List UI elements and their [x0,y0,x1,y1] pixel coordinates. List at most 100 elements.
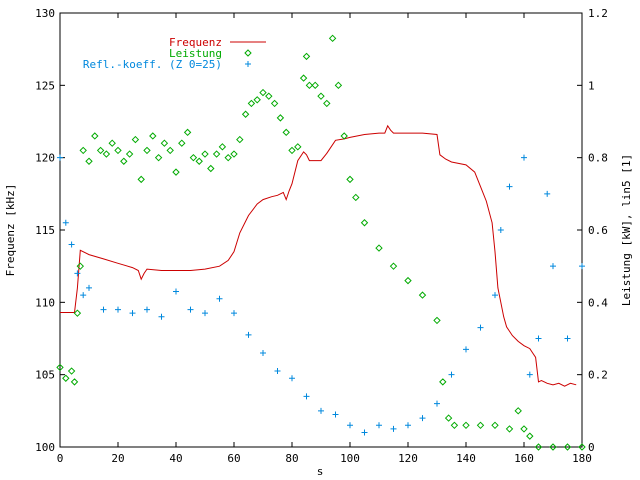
leistung-point [183,128,192,137]
leistung-point [178,139,186,147]
leistung-point [85,157,93,165]
leistung-point [549,443,557,451]
right-axis-ticks: 0 0.2 0.4 0.6 0.8 1 1.2 [577,7,608,454]
legend-label-leistung: Leistung [169,47,222,60]
leistung-point [189,153,198,162]
leistung-point [404,276,412,285]
right-tick-label: 0.2 [588,369,608,382]
reflkoeff-point [579,263,585,270]
right-tick-label: 0.6 [588,224,608,237]
legend-label-frequenz: Frequenz [169,36,222,49]
leistung-point [241,110,250,118]
reflkoeff-point [202,310,208,317]
reflkoeff-point [544,190,551,197]
reflkoeff-point [115,306,121,313]
right-tick-label: 0.8 [588,152,608,165]
leistung-point [526,432,534,440]
legend-diamond-marker [244,49,252,57]
reflkoeff-point [74,270,81,277]
leistung-point [70,378,79,386]
reflkoeff-point [80,292,87,299]
reflkoeff-point [550,263,556,270]
leistung-point [96,146,105,155]
leistung-point [224,153,232,162]
left-axis-ticks: 100 105 110 115 120 125 130 [35,7,65,454]
reflkoeff-point [158,313,165,320]
reflkoeff-point [492,292,498,299]
leistung-point [76,262,85,270]
left-tick-label: 105 [35,369,55,382]
leistung-point [218,143,227,151]
leistung-point [265,92,273,100]
leistung-point [253,96,261,104]
legend-plus-marker [245,61,251,67]
leistung-point [444,414,453,422]
reflkoeff-point [57,154,63,161]
reflkoeff-point [347,422,353,429]
reflkoeff-point [419,415,426,422]
legend-swatch-reflkoeff [245,61,251,67]
leistung-point [311,81,319,90]
leistung-point [247,99,256,108]
reflkoeff-point [564,335,571,342]
reflkoeff-point [144,306,150,313]
reflkoeff-point [289,375,295,382]
left-tick-label: 120 [35,152,55,165]
leistung-point [120,157,128,165]
reflkoeff-point [535,335,542,342]
leistung-point [172,168,180,176]
leistung-point [73,309,82,317]
legend: Frequenz Leistung Refl.-koeff. (Z 0=25) [83,36,266,71]
reflkoeff-point [173,288,179,295]
leistung-point [302,52,311,61]
leistung-point [476,421,485,430]
leistung-point [514,407,522,415]
right-tick-label: 0 [588,441,595,454]
reflkoeff-point [332,411,339,418]
series-area [56,34,586,451]
leistung-point [491,421,499,430]
leistung-point [201,150,209,158]
legend-label-reflkoeff: Refl.-koeff. (Z 0=25) [83,58,222,71]
right-tick-label: 1 [588,79,595,92]
leistung-point [154,153,163,162]
leistung-point [56,363,64,372]
leistung-point [288,146,296,155]
reflkoeff-point [434,400,440,407]
leistung-point [439,378,447,386]
left-axis-label: Frequenz [kHz] [4,184,17,277]
leistung-point [294,143,302,151]
reflkoeff-point [361,429,368,436]
right-tick-label: 1.2 [588,7,608,20]
reflkoeff-point [405,422,411,429]
right-tick-label: 0.4 [588,296,608,309]
leistung-point [259,88,267,97]
leistung-point [534,443,543,451]
reflkoeff-point [463,346,469,353]
leistung-point [149,132,157,140]
x-tick-label: 20 [111,452,124,465]
leistung-point [91,132,99,140]
leistung-point [79,146,87,155]
leistung-point [450,421,459,430]
leistung-point [328,34,337,43]
leistung-point [323,99,331,108]
reflkoeff-point [245,331,252,338]
leistung-point [270,99,279,108]
reflkoeff-point [100,306,107,313]
left-tick-label: 100 [35,441,55,454]
reflkoeff-point [506,183,513,190]
leistung-point [505,425,514,433]
leistung-point [195,157,203,165]
reflkoeff-point [477,324,484,331]
series-0 [60,124,577,387]
x-tick-label: 100 [340,452,360,465]
leistung-point [563,443,572,451]
leistung-point [317,92,325,100]
legend-swatch-leistung [244,49,252,57]
reflkoeff-point [390,425,397,432]
leistung-point [62,374,70,382]
left-tick-label: 125 [35,79,55,92]
leistung-point [352,193,360,202]
